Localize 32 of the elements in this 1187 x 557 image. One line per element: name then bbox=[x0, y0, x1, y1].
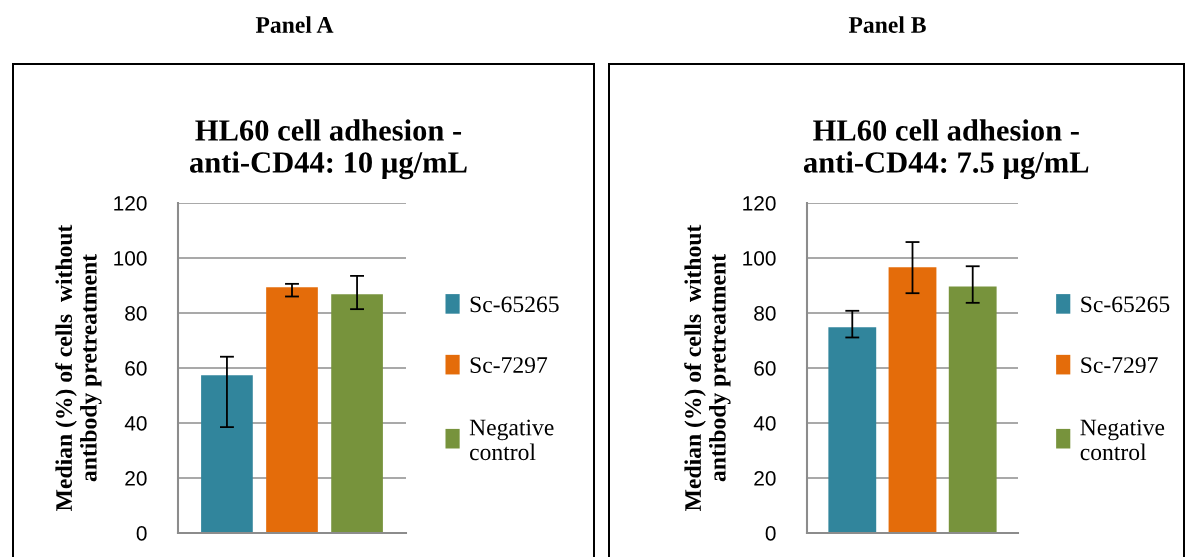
legend-label: Sc-7297 bbox=[1081, 357, 1158, 374]
y-tick-label: 40 bbox=[124, 416, 147, 431]
chart-title: HL60 cell adhesion - anti-CD44: 10 µg/mL bbox=[189, 119, 467, 180]
legend-label: Sc-65265 bbox=[1081, 296, 1170, 313]
y-tick-label: 100 bbox=[743, 251, 776, 266]
y-tick-label: 100 bbox=[114, 251, 147, 266]
y-tick-label: 60 bbox=[125, 361, 147, 376]
bar bbox=[331, 294, 383, 533]
bar bbox=[828, 327, 877, 533]
y-tick-label: 60 bbox=[754, 361, 776, 376]
y-tick-label: 80 bbox=[754, 306, 776, 321]
y-tick-label: 40 bbox=[753, 416, 776, 431]
y-tick-label: 120 bbox=[114, 196, 147, 211]
chart-subtitle: Panel A bbox=[255, 16, 334, 33]
legend-label: Negative control bbox=[1080, 419, 1165, 461]
chart-subtitle: Panel B bbox=[848, 16, 926, 33]
bar bbox=[201, 375, 253, 533]
y-tick-label: 0 bbox=[765, 526, 776, 541]
legend-label: Negative control bbox=[469, 419, 554, 461]
legend-label: Sc-7297 bbox=[470, 357, 548, 374]
y-tick-label: 80 bbox=[125, 306, 147, 321]
y-tick-label: 20 bbox=[125, 471, 147, 486]
y-axis-title: Median (%) of cells without antibody pretreatment bbox=[55, 224, 102, 511]
chart-title: HL60 cell adhesion - anti-CD44: 7.5 µg/mL bbox=[803, 119, 1089, 180]
bar bbox=[266, 287, 318, 533]
bar bbox=[888, 267, 937, 533]
legend-label: Sc-65265 bbox=[470, 296, 559, 313]
bar bbox=[948, 286, 997, 533]
y-tick-label: 120 bbox=[743, 196, 776, 211]
y-tick-label: 20 bbox=[754, 471, 776, 486]
y-axis-title: Median (%) of cells without antibody pretreatment bbox=[684, 224, 731, 511]
y-tick-label: 0 bbox=[136, 526, 147, 541]
